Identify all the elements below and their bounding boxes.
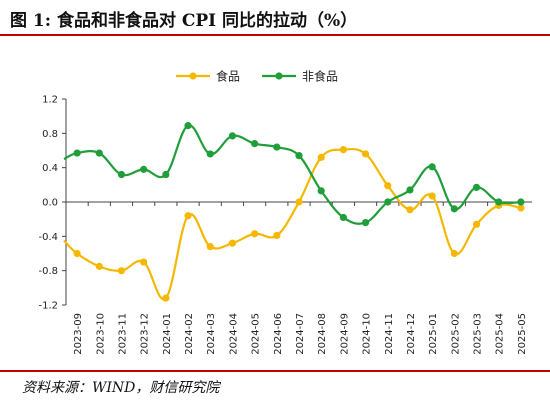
data-point-nonfood	[251, 140, 259, 148]
data-point-nonfood	[406, 186, 414, 194]
source-note: 资料来源：WIND，财信研究院	[22, 380, 220, 396]
x-tick-label: 2023-11	[117, 313, 128, 355]
figure-title: 图 1: 食品和非食品对 CPI 同比的拉动（%）	[10, 11, 358, 31]
x-tick-label: 2024-08	[317, 313, 328, 355]
data-point-nonfood	[117, 170, 126, 179]
y-tick-label: -1.2	[38, 301, 58, 312]
x-tick-label: 2024-05	[251, 313, 262, 355]
data-point-nonfood	[450, 205, 458, 213]
data-point-nonfood	[206, 150, 214, 158]
data-point-food	[428, 192, 436, 200]
data-point-food	[228, 239, 237, 247]
data-point-nonfood	[228, 132, 237, 140]
y-axis: 1.2 0.8 0.4 0.0 -0.4 -0.8 -1.2	[38, 95, 67, 312]
x-tick-label: 2025-01	[428, 313, 439, 355]
data-point-food	[450, 249, 458, 258]
y-tick-label: -0.4	[38, 232, 58, 243]
x-tick-label: 2024-06	[273, 313, 284, 355]
data-point-food	[95, 262, 103, 270]
legend-label-food: 食品	[216, 69, 240, 84]
data-point-food	[517, 204, 525, 212]
x-tick-label: 2025-03	[473, 313, 484, 355]
bottom-rule	[0, 370, 550, 372]
x-tick-label: 2024-10	[362, 313, 373, 355]
series-line-nonfood	[63, 124, 521, 225]
data-point-nonfood	[428, 163, 436, 171]
data-point-nonfood	[384, 198, 392, 206]
top-rule	[0, 34, 550, 36]
data-point-food	[406, 206, 414, 214]
data-point-food	[251, 230, 259, 238]
data-point-nonfood	[273, 143, 281, 151]
x-tick-label: 2023-09	[73, 313, 84, 355]
y-tick-label: 0.0	[42, 198, 58, 209]
x-tick-label: 2024-11	[384, 313, 395, 355]
cpi-contribution-chart: 食品 非食品 1.20.80.40.0-0.4-0.8-1.2 2023-09 20…	[38, 69, 532, 355]
data-point-food	[206, 243, 214, 251]
y-tick-label: 1.2	[42, 95, 58, 106]
chart-legend: 食品 非食品	[176, 69, 338, 84]
legend-marker	[275, 72, 283, 80]
data-point-food	[117, 267, 126, 275]
legend-marker	[189, 72, 197, 80]
data-point-food	[273, 231, 281, 240]
x-tick-label: 2023-10	[95, 313, 106, 355]
x-tick-label: 2024-04	[228, 313, 239, 355]
x-tick-label: 2025-05	[517, 313, 528, 355]
data-point-nonfood	[361, 219, 370, 227]
x-tick-label: 2024-12	[406, 313, 417, 355]
x-tick-label: 2024-02	[184, 313, 195, 355]
data-point-nonfood	[495, 198, 503, 206]
x-axis: 2023-09 2023-10 2023-11 2023-12 2024-01 2024-…	[65, 201, 532, 355]
y-tick-label: 0.4	[42, 163, 58, 174]
legend-label-nonfood: 非食品	[302, 69, 338, 84]
data-point-food	[317, 153, 325, 161]
data-point-food	[140, 258, 148, 266]
series-layer	[63, 122, 525, 302]
data-point-nonfood	[140, 165, 148, 173]
x-tick-label: 2025-02	[450, 313, 461, 355]
data-point-food	[162, 294, 170, 302]
data-point-food	[339, 146, 347, 154]
x-tick-label: 2024-09	[339, 313, 350, 355]
data-point-food	[73, 249, 81, 258]
data-point-nonfood	[73, 149, 81, 157]
data-point-nonfood	[317, 187, 325, 195]
data-point-nonfood	[184, 122, 192, 130]
data-point-nonfood	[295, 152, 303, 160]
data-point-food	[295, 198, 303, 206]
data-point-nonfood	[95, 149, 103, 157]
y-tick-label: -0.8	[38, 266, 58, 277]
data-point-food	[184, 212, 192, 220]
data-point-nonfood	[472, 183, 481, 192]
data-point-food	[472, 220, 481, 228]
x-tick-label: 2024-07	[295, 313, 306, 355]
data-point-food	[384, 182, 392, 190]
x-tick-label: 2023-12	[140, 313, 151, 355]
data-point-nonfood	[162, 170, 170, 179]
data-point-nonfood	[517, 198, 525, 206]
data-point-food	[361, 150, 370, 158]
x-tick-label: 2025-04	[495, 313, 506, 355]
x-tick-label: 2024-03	[206, 313, 217, 355]
series-line-food	[63, 147, 522, 301]
x-tick-label: 2024-01	[162, 313, 173, 355]
y-tick-label: 0.8	[42, 129, 58, 140]
data-point-nonfood	[339, 213, 347, 222]
